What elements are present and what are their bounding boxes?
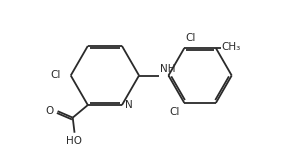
Text: HO: HO [66,136,82,146]
Text: Cl: Cl [185,33,195,43]
Text: O: O [46,106,54,116]
Text: Cl: Cl [50,71,61,80]
Text: Cl: Cl [170,107,180,117]
Text: N: N [125,100,133,110]
Text: CH₃: CH₃ [221,42,241,52]
Text: NH: NH [160,64,176,74]
